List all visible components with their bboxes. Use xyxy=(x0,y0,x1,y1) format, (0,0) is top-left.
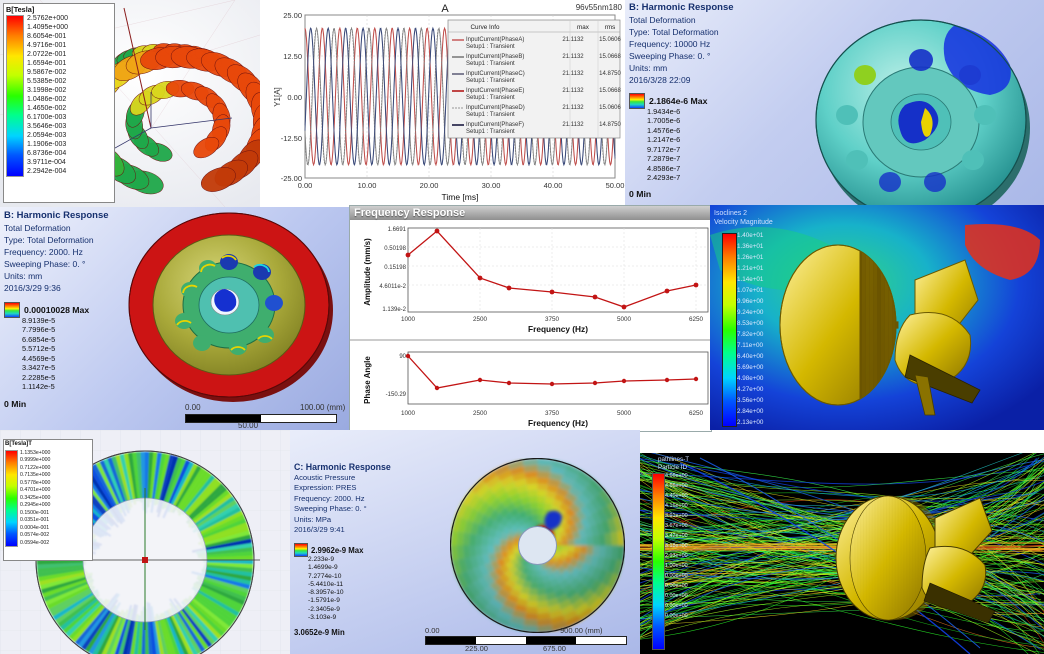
svg-text:0.00: 0.00 xyxy=(287,93,302,102)
svg-text:Time [ms]: Time [ms] xyxy=(442,192,479,202)
svg-text:15.0606: 15.0606 xyxy=(599,37,621,43)
svg-text:-12.50: -12.50 xyxy=(281,134,302,143)
svg-text:5000: 5000 xyxy=(617,410,632,417)
svg-text:2500: 2500 xyxy=(473,410,488,417)
svg-text:5000: 5000 xyxy=(617,316,632,323)
svg-text:25.00: 25.00 xyxy=(283,11,302,20)
svg-text:-150.29: -150.29 xyxy=(386,392,407,398)
svg-text:15.0668: 15.0668 xyxy=(599,54,621,60)
svg-text:InputCurrent(PhaseA): InputCurrent(PhaseA) xyxy=(466,37,524,43)
svg-text:21.1132: 21.1132 xyxy=(562,105,584,111)
svg-text:Phase Angle: Phase Angle xyxy=(363,356,372,404)
svg-text:20.00: 20.00 xyxy=(420,181,439,190)
svg-text:InputCurrent(PhaseE): InputCurrent(PhaseE) xyxy=(466,88,524,94)
svg-text:15.0606: 15.0606 xyxy=(599,105,621,111)
svg-text:4.6011e-2: 4.6011e-2 xyxy=(379,284,406,290)
svg-text:14.8750: 14.8750 xyxy=(599,71,621,77)
svg-text:1.6691: 1.6691 xyxy=(388,227,407,233)
svg-text:max: max xyxy=(577,24,590,31)
svg-text:1000: 1000 xyxy=(401,316,416,323)
svg-text:0.50198: 0.50198 xyxy=(384,246,406,252)
svg-text:Setup1 : Transient: Setup1 : Transient xyxy=(466,95,515,101)
svg-text:2500: 2500 xyxy=(473,316,488,323)
svg-text:50.00: 50.00 xyxy=(606,181,625,190)
svg-text:6250: 6250 xyxy=(689,316,704,323)
svg-text:0.15198: 0.15198 xyxy=(384,265,406,271)
svg-text:12.50: 12.50 xyxy=(283,52,302,61)
svg-text:90: 90 xyxy=(399,354,406,360)
svg-text:21.1132: 21.1132 xyxy=(562,122,584,128)
svg-text:InputCurrent(PhaseF): InputCurrent(PhaseF) xyxy=(466,122,524,128)
svg-text:InputCurrent(PhaseC): InputCurrent(PhaseC) xyxy=(466,71,525,77)
svg-text:Curve Info: Curve Info xyxy=(470,24,500,31)
svg-text:rms: rms xyxy=(605,24,616,31)
svg-text:Setup1 : Transient: Setup1 : Transient xyxy=(466,129,515,135)
svg-text:Setup1 : Transient: Setup1 : Transient xyxy=(466,78,515,84)
svg-text:96v55nm180: 96v55nm180 xyxy=(576,3,623,12)
svg-text:10.00: 10.00 xyxy=(358,181,377,190)
svg-text:Velocity Magnitude: Velocity Magnitude xyxy=(714,219,773,226)
svg-text:Isoclines 2: Isoclines 2 xyxy=(714,210,747,217)
svg-text:21.1132: 21.1132 xyxy=(562,37,584,43)
svg-text:Setup1 : Transient: Setup1 : Transient xyxy=(466,112,515,118)
svg-text:1000: 1000 xyxy=(401,410,416,417)
svg-text:Frequency (Hz): Frequency (Hz) xyxy=(528,324,588,334)
svg-text:3750: 3750 xyxy=(545,316,560,323)
svg-text:14.8750: 14.8750 xyxy=(599,122,621,128)
svg-text:40.00: 40.00 xyxy=(544,181,563,190)
svg-text:30.00: 30.00 xyxy=(482,181,501,190)
svg-text:21.1132: 21.1132 xyxy=(562,88,584,94)
svg-text:6250: 6250 xyxy=(689,410,704,417)
svg-text:Setup1 : Transient: Setup1 : Transient xyxy=(466,61,515,67)
svg-text:Setup1 : Transient: Setup1 : Transient xyxy=(466,44,515,50)
svg-text:0.00: 0.00 xyxy=(298,181,313,190)
svg-text:21.1132: 21.1132 xyxy=(562,71,584,77)
svg-text:21.1132: 21.1132 xyxy=(562,54,584,60)
svg-text:InputCurrent(PhaseB): InputCurrent(PhaseB) xyxy=(466,54,524,60)
svg-text:Y1[A]: Y1[A] xyxy=(273,87,282,107)
svg-text:15.0668: 15.0668 xyxy=(599,88,621,94)
svg-text:3750: 3750 xyxy=(545,410,560,417)
svg-text:A: A xyxy=(441,3,449,15)
svg-text:Frequency (Hz): Frequency (Hz) xyxy=(528,418,588,428)
svg-text:1.139e-2: 1.139e-2 xyxy=(382,307,406,313)
svg-text:InputCurrent(PhaseD): InputCurrent(PhaseD) xyxy=(466,105,525,111)
svg-text:Amplitude (mm/s): Amplitude (mm/s) xyxy=(363,238,372,306)
